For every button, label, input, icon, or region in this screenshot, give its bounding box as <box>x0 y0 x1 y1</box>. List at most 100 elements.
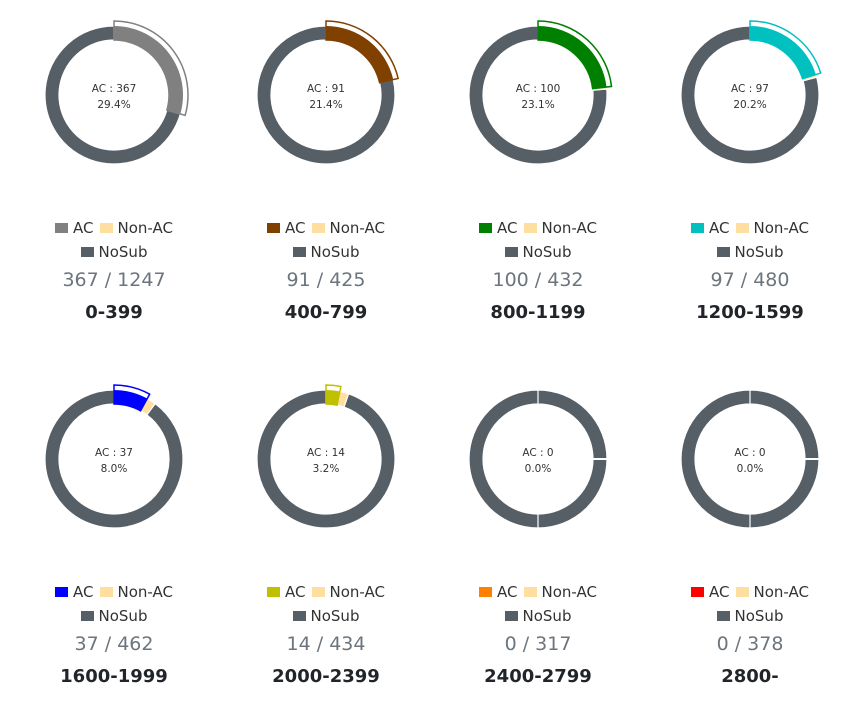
legend-row: AC Non-AC <box>220 582 432 602</box>
legend-item-ac[interactable]: AC <box>55 218 94 238</box>
legend-row: AC Non-AC <box>8 582 220 602</box>
donut-chart: AC : 0 0.0% <box>468 389 608 529</box>
legend-item-nonac[interactable]: Non-AC <box>99 582 173 602</box>
legend-label-nonac: Non-AC <box>117 219 173 237</box>
slice-ac[interactable] <box>326 390 340 406</box>
center-pct-label: 20.2% <box>733 99 766 111</box>
legend-row: NoSub <box>644 242 856 262</box>
legend-label-nosub: NoSub <box>98 607 148 625</box>
legend-swatch-nonac <box>523 223 537 233</box>
ac-count: 91 / 425 <box>286 269 366 291</box>
legend-swatch-nonac <box>311 587 325 597</box>
slice-ac[interactable] <box>750 26 816 79</box>
legend-item-nonac[interactable]: Non-AC <box>523 218 597 238</box>
ac-count: 97 / 480 <box>710 269 790 291</box>
legend-item-ac[interactable]: AC <box>479 582 518 602</box>
legend-row: NoSub <box>220 606 432 626</box>
slice-nosub[interactable] <box>468 25 608 165</box>
slice-nosub[interactable] <box>44 25 182 165</box>
slice-ac[interactable] <box>326 26 394 83</box>
legend-item-ac[interactable]: AC <box>691 582 730 602</box>
legend-label-nosub: NoSub <box>522 607 572 625</box>
slice-ac[interactable] <box>538 26 607 89</box>
difficulty-range: 800-1199 <box>490 302 586 323</box>
legend-label-ac: AC <box>73 219 94 237</box>
center-ac-label: AC : 0 <box>522 447 553 459</box>
legend-row: NoSub <box>432 606 644 626</box>
legend-row: AC Non-AC <box>432 218 644 238</box>
legend-item-nonac[interactable]: Non-AC <box>311 218 385 238</box>
legend-swatch-nosub <box>716 247 730 257</box>
legend-item-nonac[interactable]: Non-AC <box>735 218 809 238</box>
difficulty-range: 2400-2799 <box>484 666 592 687</box>
legend-item-ac[interactable]: AC <box>55 582 94 602</box>
slice-nosub[interactable] <box>256 389 396 529</box>
ac-count: 367 / 1247 <box>62 269 166 291</box>
donut-chart: AC : 367 29.4% <box>44 20 189 165</box>
donut-chart: AC : 14 3.2% <box>256 384 396 529</box>
legend-swatch-nosub <box>292 247 306 257</box>
legend-label-ac: AC <box>285 583 306 601</box>
legend-swatch-nosub <box>504 611 518 621</box>
chart-cell: AC : 367 29.4% AC Non-AC NoSub 367 / 1247 0-39… <box>8 0 220 340</box>
legend-swatch-ac <box>479 223 493 233</box>
ac-count: 0 / 317 <box>504 633 572 655</box>
slice-nosub[interactable] <box>256 25 396 165</box>
chart-cell: AC : 97 20.2% AC Non-AC NoSub 97 / 480 1200-15… <box>644 0 856 340</box>
slice-ac[interactable] <box>114 26 183 114</box>
legend-swatch-ac <box>691 223 705 233</box>
legend-swatch-nosub <box>80 247 94 257</box>
slice-nosub[interactable] <box>44 389 184 529</box>
center-pct-label: 21.4% <box>309 99 342 111</box>
legend-label-ac: AC <box>709 583 730 601</box>
legend-item-nosub[interactable]: NoSub <box>80 242 147 262</box>
legend-item-nosub[interactable]: NoSub <box>716 242 783 262</box>
legend-label-nosub: NoSub <box>522 243 572 261</box>
donut-chart: AC : 100 23.1% <box>468 20 613 165</box>
legend-item-nosub[interactable]: NoSub <box>292 242 359 262</box>
slice-nosub[interactable] <box>468 389 608 529</box>
center-ac-label: AC : 91 <box>307 83 345 95</box>
legend-item-nosub[interactable]: NoSub <box>504 242 572 262</box>
legend-swatch-ac <box>55 587 69 597</box>
slice-nosub[interactable] <box>680 25 820 165</box>
legend-label-nonac: Non-AC <box>117 583 173 601</box>
chart-cell: AC : 0 0.0% AC Non-AC NoSub 0 / 378 2800- <box>644 364 856 704</box>
legend-label-ac: AC <box>73 583 94 601</box>
legend-row: AC Non-AC <box>8 218 220 238</box>
legend-swatch-nonac <box>523 587 537 597</box>
legend-item-ac[interactable]: AC <box>479 218 518 238</box>
legend-item-ac[interactable]: AC <box>267 218 306 238</box>
legend-swatch-nonac <box>99 223 113 233</box>
center-ac-label: AC : 37 <box>95 447 133 459</box>
legend-row: AC Non-AC <box>432 582 644 602</box>
legend-swatch-nosub <box>504 247 518 257</box>
slice-ac[interactable] <box>114 390 148 411</box>
legend-row: AC Non-AC <box>220 218 432 238</box>
legend-item-ac[interactable]: AC <box>267 582 306 602</box>
legend-item-nosub[interactable]: NoSub <box>716 606 783 626</box>
legend-item-nonac[interactable]: Non-AC <box>311 582 385 602</box>
legend-item-nonac[interactable]: Non-AC <box>523 582 597 602</box>
donut-chart: AC : 0 0.0% <box>680 389 820 529</box>
legend-item-nosub[interactable]: NoSub <box>504 606 572 626</box>
chart-cell: AC : 37 8.0% AC Non-AC NoSub 37 / 462 1600-199… <box>8 364 220 704</box>
legend-item-nosub[interactable]: NoSub <box>292 606 359 626</box>
center-ac-label: AC : 0 <box>734 447 765 459</box>
legend-label-ac: AC <box>497 583 518 601</box>
legend-swatch-ac <box>479 587 493 597</box>
difficulty-range: 0-399 <box>85 302 143 323</box>
legend-row: NoSub <box>8 606 220 626</box>
legend-swatch-nonac <box>99 587 113 597</box>
legend-item-ac[interactable]: AC <box>691 218 730 238</box>
ac-count: 0 / 378 <box>716 633 784 655</box>
legend-item-nonac[interactable]: Non-AC <box>99 218 173 238</box>
chart-cell: AC : 91 21.4% AC Non-AC NoSub 91 / 425 400-799 <box>220 0 432 340</box>
legend-swatch-nosub <box>80 611 94 621</box>
legend-item-nonac[interactable]: Non-AC <box>735 582 809 602</box>
slice-nosub[interactable] <box>680 389 820 529</box>
legend-item-nosub[interactable]: NoSub <box>80 606 148 626</box>
difficulty-range: 1600-1999 <box>60 666 168 687</box>
legend-label-ac: AC <box>497 219 518 237</box>
legend-row: NoSub <box>644 606 856 626</box>
